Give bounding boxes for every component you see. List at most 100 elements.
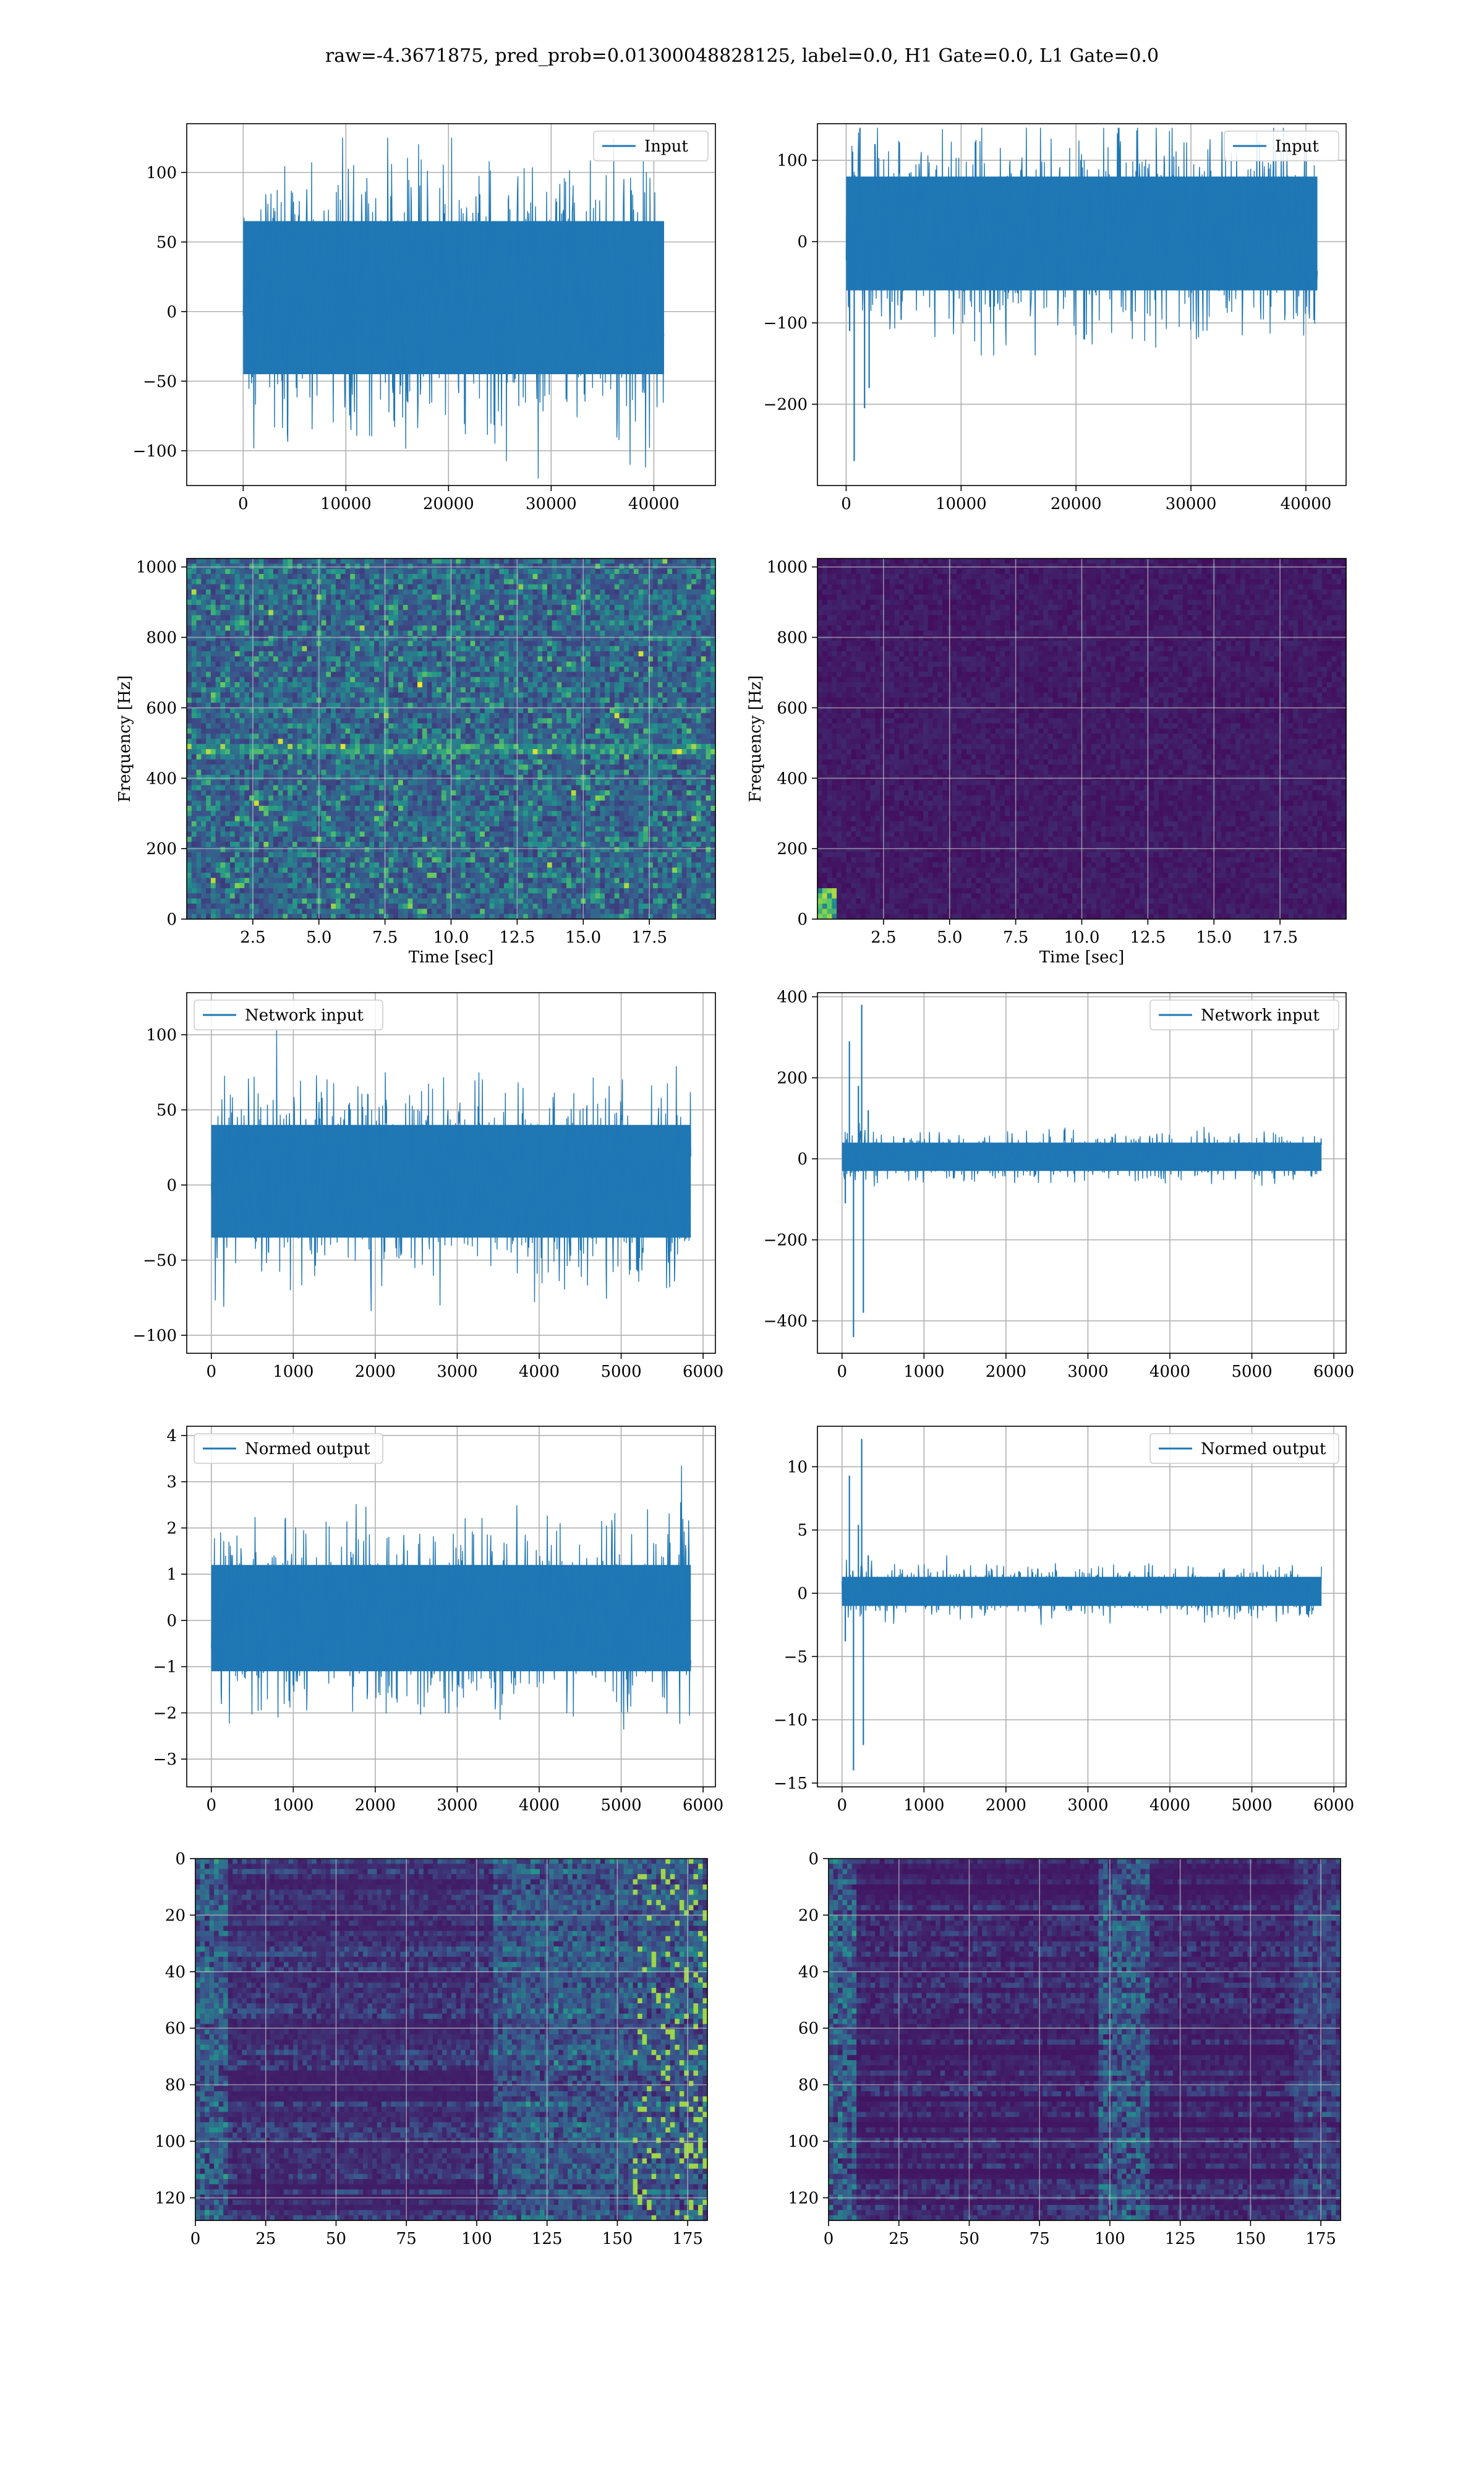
heatmap-cell xyxy=(374,868,379,873)
heatmap-cell xyxy=(297,620,302,626)
heatmap-cell xyxy=(312,790,317,796)
heatmap-cell xyxy=(307,662,312,667)
heatmap-cell xyxy=(259,769,264,775)
heatmap-cell xyxy=(326,769,331,775)
heatmap-cell xyxy=(379,754,384,760)
heatmap-cell xyxy=(350,790,355,796)
heatmap-cell xyxy=(408,842,413,847)
heatmap-cell xyxy=(408,682,413,688)
heatmap-cell xyxy=(249,600,254,606)
heatmap-cell xyxy=(350,693,355,698)
heatmap-cell xyxy=(355,744,360,750)
heatmap-cell xyxy=(197,724,202,729)
heatmap-cell xyxy=(360,584,365,590)
heatmap-cell xyxy=(211,811,216,816)
heatmap-cell xyxy=(283,909,288,914)
heatmap-cell xyxy=(220,615,225,621)
heatmap-cell xyxy=(235,790,240,796)
heatmap-cell xyxy=(225,790,230,796)
heatmap-cell xyxy=(355,698,360,703)
heatmap-cell xyxy=(422,651,427,657)
heatmap-cell xyxy=(336,811,341,816)
heatmap-cell xyxy=(437,764,441,770)
heatmap-cell xyxy=(249,734,254,739)
heatmap-cell xyxy=(192,698,197,703)
heatmap-cell xyxy=(350,605,355,610)
heatmap-cell xyxy=(360,713,365,719)
heatmap-cell xyxy=(259,687,264,693)
heatmap-cell xyxy=(331,800,336,806)
heatmap-cell xyxy=(283,569,288,575)
heatmap-cell xyxy=(302,682,307,688)
heatmap-cell xyxy=(365,662,370,667)
heatmap-cell xyxy=(403,749,408,755)
heatmap-cell xyxy=(283,631,288,636)
heatmap-cell xyxy=(302,656,307,662)
heatmap-cell xyxy=(197,862,202,868)
heatmap-cell xyxy=(403,899,408,904)
heatmap-cell xyxy=(336,563,341,569)
heatmap-cell xyxy=(326,729,331,734)
heatmap-cell xyxy=(374,734,379,739)
heatmap-cell xyxy=(427,769,432,775)
heatmap-cell xyxy=(259,667,264,672)
heatmap-cell xyxy=(220,909,225,914)
heatmap-cell xyxy=(240,800,245,806)
heatmap-cell xyxy=(326,574,331,580)
heatmap-cell xyxy=(369,764,374,770)
heatmap-cell xyxy=(216,790,221,796)
heatmap-cell xyxy=(201,724,206,729)
heatmap-cell xyxy=(292,760,297,765)
heatmap-cell xyxy=(360,780,365,785)
heatmap-cell xyxy=(288,682,292,688)
heatmap-cell xyxy=(355,729,360,734)
heatmap-cell xyxy=(302,693,307,698)
heatmap-cell xyxy=(288,893,292,899)
heatmap-cell xyxy=(187,631,192,636)
heatmap-cell xyxy=(211,760,216,765)
heatmap-cell xyxy=(278,724,283,729)
heatmap-cell xyxy=(408,811,413,816)
heatmap-cell xyxy=(249,636,254,641)
heatmap-cell xyxy=(441,831,446,837)
heatmap-cell xyxy=(302,718,307,724)
heatmap-cell xyxy=(403,873,408,878)
heatmap-cell xyxy=(350,713,355,719)
heatmap-cell xyxy=(437,672,441,677)
heatmap-cell xyxy=(360,760,365,765)
heatmap-cell xyxy=(288,600,292,606)
heatmap-cell xyxy=(393,667,398,672)
heatmap-cell xyxy=(216,713,221,719)
heatmap-cell xyxy=(432,888,437,894)
heatmap-cell xyxy=(408,868,413,873)
heatmap-cell xyxy=(360,888,365,894)
heatmap-cell xyxy=(365,816,370,821)
heatmap-cell xyxy=(374,754,379,760)
heatmap-cell xyxy=(355,646,360,652)
heatmap-cell xyxy=(225,646,230,652)
heatmap-cell xyxy=(187,636,192,641)
heatmap-cell xyxy=(254,584,259,590)
heatmap-cell xyxy=(206,662,211,667)
heatmap-cell xyxy=(192,693,197,698)
heatmap-cell xyxy=(350,682,355,688)
heatmap-cell xyxy=(230,852,235,858)
heatmap-cell xyxy=(312,693,317,698)
heatmap-cell xyxy=(302,826,307,832)
heatmap-cell xyxy=(379,584,384,590)
heatmap-cell xyxy=(350,584,355,590)
heatmap-cell xyxy=(355,769,360,775)
heatmap-cell xyxy=(268,883,273,889)
heatmap-cell xyxy=(369,563,374,569)
heatmap-cell xyxy=(374,729,379,734)
heatmap-cell xyxy=(379,734,384,739)
heatmap-cell xyxy=(263,667,268,672)
heatmap-cell xyxy=(263,563,268,569)
heatmap-cell xyxy=(398,904,403,909)
heatmap-cell xyxy=(393,754,398,760)
heatmap-cell xyxy=(360,893,365,899)
heatmap-cell xyxy=(326,852,331,858)
heatmap-cell xyxy=(187,806,192,811)
heatmap-cell xyxy=(268,904,273,909)
heatmap-cell xyxy=(365,641,370,646)
